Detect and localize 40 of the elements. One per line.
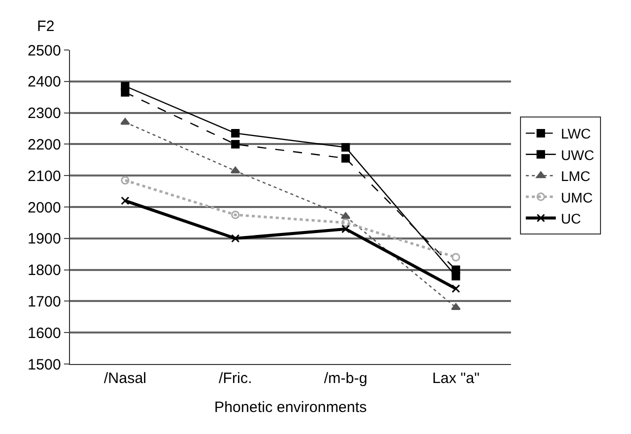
point <box>120 118 130 125</box>
y-axis-title: F2 <box>37 18 55 35</box>
y-tick-label: 2300 <box>28 105 61 122</box>
point <box>231 210 240 220</box>
point <box>340 212 350 219</box>
y-tick-label: 1600 <box>28 324 61 342</box>
y-tick-label: 2500 <box>28 42 61 60</box>
y-tick-label: 2100 <box>28 168 61 185</box>
y-tick-label: 1800 <box>28 262 61 280</box>
y-tick-label: 2000 <box>28 199 61 216</box>
x-tick-label: /Fric. <box>218 370 252 387</box>
x-tick-label: /Nasal <box>104 370 146 387</box>
y-tick-label: 2200 <box>28 136 61 154</box>
legend-label: UMC <box>560 189 593 206</box>
y-tick-label: 1900 <box>28 230 61 248</box>
y-tick-label: 1700 <box>28 293 61 310</box>
x-tick-label: /m-b-g <box>324 370 368 387</box>
point <box>231 140 240 148</box>
y-tick-label: 2400 <box>28 74 61 91</box>
point <box>120 176 130 185</box>
legend-label: UWC <box>560 146 594 163</box>
point <box>230 166 240 174</box>
point <box>452 284 460 293</box>
point <box>452 252 460 262</box>
legend-label: LWC <box>560 126 591 142</box>
point <box>341 224 350 234</box>
point <box>341 218 350 227</box>
point <box>452 272 460 280</box>
y-tick-label: 1500 <box>28 356 61 374</box>
point <box>231 128 240 138</box>
point <box>120 82 130 90</box>
point <box>231 234 240 243</box>
x-tick-label: Lax "a" <box>432 370 480 387</box>
legend-label: LMC <box>560 168 590 184</box>
legend-label: UC <box>560 210 582 226</box>
point <box>341 154 350 163</box>
point <box>341 143 350 152</box>
x-axis-title: Phonetic environments <box>214 399 367 416</box>
point <box>120 196 130 205</box>
point <box>451 303 461 310</box>
